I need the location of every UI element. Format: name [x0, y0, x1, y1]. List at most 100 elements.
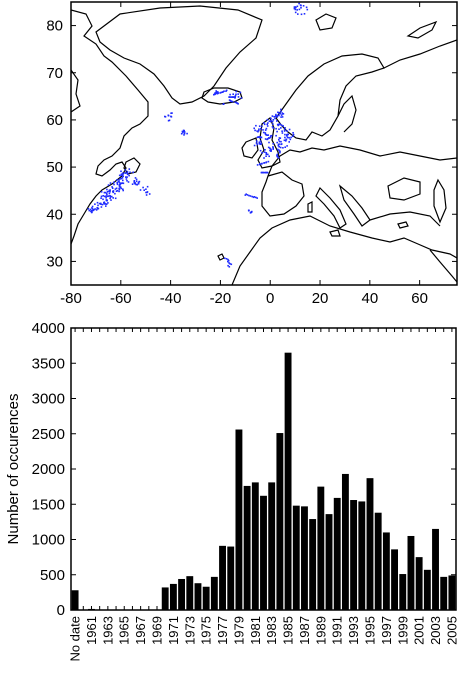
occurrence-dot: [108, 192, 111, 195]
occurrence-dot: [278, 123, 281, 125]
occurrence-dot: [105, 203, 107, 205]
occurrence-dot: [106, 188, 108, 191]
coastline-great-britain: [257, 117, 281, 169]
occurrence-dot: [120, 177, 123, 180]
occurrence-dot: [113, 181, 115, 184]
occurrence-dot: [102, 195, 104, 197]
occurrence-dot: [167, 114, 170, 117]
occurrence-dot: [260, 163, 263, 165]
occurrence-dot: [285, 140, 287, 142]
occurrence-dot: [115, 187, 118, 190]
occurrence-dot: [265, 152, 268, 154]
occurrence-dot: [256, 130, 258, 132]
bar-1995: [366, 478, 374, 610]
occurrence-dot: [117, 180, 120, 183]
coastline-canaries: [217, 253, 225, 261]
coastline-newfoundland: [123, 157, 141, 175]
occurrence-dot: [102, 198, 104, 201]
bar-y-tick-label: 1000: [32, 532, 65, 549]
occurrence-dot: [280, 110, 282, 113]
occurrence-dot: [283, 128, 286, 131]
bar-panel: 0 500 1000 1500 2000 2500 3000 3500 4000 No date…: [5, 320, 459, 662]
bar-2001: [415, 557, 423, 611]
coastline-balkans: [338, 184, 371, 227]
occurrence-dot: [113, 183, 115, 186]
bar-y-tick-label: 3500: [32, 355, 65, 372]
map-frame: [70, 1, 458, 286]
bar-1981: [251, 482, 259, 610]
occurrence-dot: [182, 129, 185, 132]
occurrence-dot: [87, 208, 90, 210]
occurrence-dot: [227, 259, 230, 262]
occurrence-dot: [229, 96, 232, 98]
map-y-tick-label: 50: [46, 159, 63, 176]
occurrence-point: [267, 146, 274, 152]
occurrence-dot: [265, 134, 267, 136]
bar-2003: [432, 528, 439, 610]
occurrence-dot: [213, 93, 215, 96]
occurrence-dot: [108, 189, 111, 192]
occurrence-dot: [225, 89, 228, 92]
occurrence-dot: [182, 131, 184, 134]
occurrence-point: [276, 125, 291, 136]
occurrence-dot: [119, 178, 121, 180]
occurrence-dot: [90, 210, 92, 213]
occurrence-dot: [278, 149, 280, 151]
occurrence-dot: [183, 132, 186, 135]
occurrence-dot: [229, 262, 231, 265]
occurrence-dot: [266, 138, 268, 141]
occurrence-dot: [110, 199, 112, 201]
occurrence-dot: [122, 188, 124, 190]
occurrence-dot: [280, 116, 282, 118]
occurrence-dot: [121, 182, 124, 184]
coastline-greenland: [95, 5, 263, 105]
occurrence-dot: [269, 135, 272, 137]
occurrence-point: [103, 199, 108, 205]
occurrence-point: [259, 149, 270, 159]
occurrence-dot: [269, 136, 272, 138]
coastline-iceland: [201, 87, 243, 105]
occurrence-dot: [265, 171, 268, 174]
occurrence-dot: [253, 127, 255, 130]
map-x-tick-label: -60: [110, 290, 132, 307]
occurrence-dot: [300, 7, 302, 9]
coastline-arabia: [429, 249, 457, 283]
occurrence-dot: [258, 125, 261, 127]
occurrence-dot: [245, 193, 247, 195]
occurrence-dot: [272, 127, 275, 129]
bar-1973: [186, 576, 194, 610]
occurrence-dot: [256, 164, 259, 166]
occurrence-dot: [120, 187, 122, 190]
occurrence-dot: [127, 181, 130, 183]
occurrence-dot: [108, 190, 110, 193]
occurrence-dot: [274, 117, 276, 120]
bar-1977: [219, 545, 226, 610]
occurrence-point: [222, 103, 225, 105]
occurrence-dot: [119, 183, 121, 186]
occurrence-dot: [116, 189, 119, 192]
occurrence-dot: [300, 13, 303, 16]
occurrence-dot: [270, 117, 272, 120]
occurrence-dot: [122, 175, 124, 177]
occurrence-dot: [259, 140, 262, 142]
coastline-hudson-bay: [71, 69, 81, 113]
occurrence-dot: [270, 134, 273, 137]
bar-1970: [161, 587, 169, 610]
bar-y-tick-label: 1500: [32, 496, 65, 513]
occurrence-dot: [168, 119, 171, 122]
occurrence-dot: [257, 130, 259, 133]
occurrence-dot: [109, 182, 112, 184]
occurrence-point: [164, 112, 173, 122]
occurrence-dot: [277, 144, 280, 147]
occurrence-dot: [276, 116, 278, 118]
occurrence-dot: [183, 134, 185, 136]
occurrence-dot: [129, 171, 131, 174]
occurrence-dot: [254, 129, 256, 132]
occurrence-dot: [264, 132, 267, 134]
occurrence-dot: [272, 147, 274, 149]
occurrence-dot: [137, 183, 140, 185]
occurrence-dot: [116, 182, 118, 184]
coastlines: [71, 5, 457, 285]
bar-x-tick-label: 2003: [428, 616, 443, 645]
map-x-tick-label: 0: [266, 290, 274, 307]
